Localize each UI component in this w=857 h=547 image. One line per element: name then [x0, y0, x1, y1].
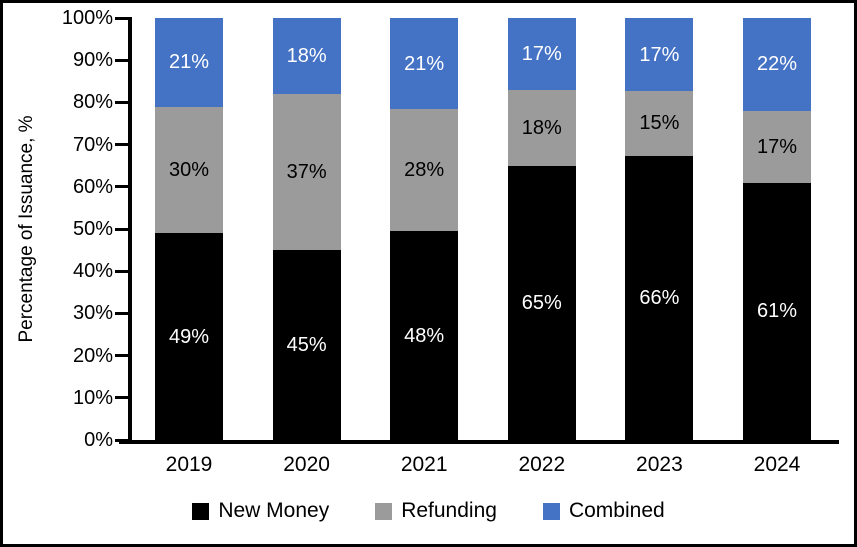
legend-label: New Money — [218, 499, 330, 522]
y-tick-label: 60% — [72, 175, 113, 198]
bar-segment-combined: 21% — [155, 18, 223, 107]
y-tick-label: 20% — [72, 344, 113, 367]
plot-area: 0% 10% 20% 30% 40% 50% 60% 70% 80% 90% 100% 49% 30% 2… — [3, 3, 854, 544]
bar-segment-refunding: 30% — [155, 106, 223, 234]
bar-value-label: 21% — [404, 52, 445, 75]
legend-swatch — [375, 502, 393, 520]
y-tick-label: 90% — [72, 49, 113, 72]
bar-value-label: 17% — [521, 42, 562, 65]
bar-segment-combined: 22% — [743, 18, 811, 111]
y-tick-label: 80% — [72, 91, 113, 114]
bar-value-label: 61% — [756, 300, 798, 323]
y-tick-label: 30% — [72, 302, 113, 325]
y-tick-label: 10% — [72, 386, 113, 409]
bar-value-label: 37% — [286, 161, 327, 184]
bar-value-label: 28% — [404, 159, 445, 182]
x-axis-label: 2020 — [283, 453, 330, 476]
legend-swatch — [542, 502, 560, 520]
bar-segment-refunding: 28% — [390, 109, 459, 232]
y-tick-mark — [115, 16, 128, 20]
x-axis-label: 2022 — [518, 453, 566, 476]
bar-segment-new-money: 48% — [390, 231, 459, 440]
legend-item-combined: Combined — [542, 499, 665, 523]
bar-value-label: 18% — [286, 44, 327, 67]
y-tick-mark — [115, 185, 128, 189]
y-axis-line — [128, 17, 132, 443]
y-tick-mark — [115, 438, 128, 442]
y-tick-mark — [115, 311, 128, 315]
bar-segment-refunding: 18% — [507, 89, 576, 166]
bar-segment-combined: 21% — [390, 18, 459, 110]
x-axis-label: 2023 — [636, 453, 683, 476]
bar-value-label: 18% — [521, 116, 562, 139]
bar-segment-refunding: 17% — [743, 110, 811, 183]
bar-value-label: 65% — [521, 291, 562, 314]
x-axis-line — [119, 440, 839, 444]
bar-segment-new-money: 61% — [743, 182, 811, 440]
x-axis-label: 2019 — [165, 453, 213, 476]
bar-segment-new-money: 66% — [625, 155, 694, 440]
y-tick-mark — [115, 143, 128, 147]
legend-swatch — [192, 502, 210, 520]
bar-value-label: 17% — [756, 135, 798, 158]
y-tick-label: 0% — [84, 429, 113, 451]
bar-segment-refunding: 37% — [272, 93, 341, 251]
bar-value-label: 22% — [756, 53, 798, 76]
bar-value-label: 30% — [168, 158, 210, 181]
bar-value-label: 45% — [286, 334, 327, 357]
y-tick-label: 40% — [72, 260, 113, 283]
bar-segment-refunding: 15% — [625, 91, 694, 156]
bar-segment-combined: 18% — [272, 18, 341, 94]
y-tick-mark — [115, 269, 128, 273]
bar-value-label: 49% — [168, 325, 210, 348]
bar-value-label: 48% — [404, 324, 445, 347]
bar-value-label: 21% — [168, 51, 210, 74]
legend-item-new-money: New Money — [192, 499, 329, 523]
y-tick-mark — [115, 227, 128, 231]
y-tick-label: 50% — [72, 218, 113, 240]
x-axis-label: 2021 — [400, 453, 448, 476]
bar-segment-new-money: 49% — [155, 233, 223, 440]
y-tick-mark — [115, 100, 128, 104]
bar-segment-combined: 17% — [625, 18, 694, 92]
y-tick-mark — [115, 354, 128, 358]
y-tick-label: 70% — [72, 133, 113, 156]
legend: New Money Refunding Combined — [3, 491, 854, 531]
bar-value-label: 66% — [639, 286, 680, 309]
bar-segment-new-money: 45% — [272, 250, 341, 440]
legend-label: Refunding — [401, 499, 497, 522]
y-tick-mark — [115, 58, 128, 62]
bar-value-label: 17% — [639, 43, 680, 66]
bar-value-label: 15% — [639, 112, 680, 135]
y-tick-mark — [115, 396, 128, 400]
x-axis-label: 2024 — [753, 453, 801, 476]
bar-segment-combined: 17% — [507, 18, 576, 90]
legend-item-refunding: Refunding — [375, 499, 497, 523]
legend-label: Combined — [568, 499, 665, 522]
bar-segment-new-money: 65% — [507, 165, 576, 440]
y-tick-label: 100% — [61, 7, 113, 29]
